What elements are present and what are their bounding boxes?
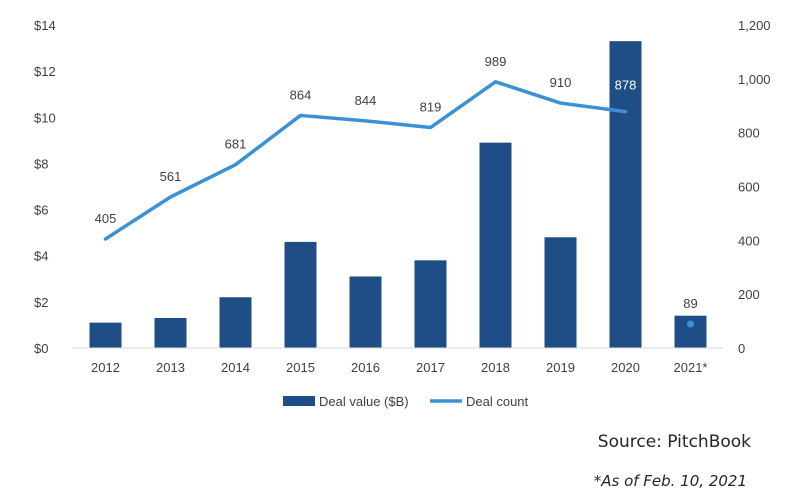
bar-deal-value xyxy=(89,322,122,348)
right-tick-label: 400 xyxy=(738,233,760,248)
right-axis: 0 200 400 600 800 1,000 1,200 xyxy=(738,18,771,356)
deal-count-line: 405 561 681 864 844 819 989 910 878 89 xyxy=(95,54,698,328)
left-tick-label: $10 xyxy=(34,110,56,125)
x-tick-label: 2020 xyxy=(611,360,640,375)
data-label-deal-count: 878 xyxy=(615,78,637,93)
legend: Deal value ($B) Deal count xyxy=(283,394,529,409)
legend-label-deal-value: Deal value ($B) xyxy=(319,394,409,409)
legend-swatch-deal-value xyxy=(283,396,315,406)
data-label-deal-count: 864 xyxy=(290,87,312,102)
line-deal-count xyxy=(103,80,628,241)
bar-deal-value xyxy=(544,237,577,348)
left-tick-label: $2 xyxy=(34,295,48,310)
data-label-deal-count: 844 xyxy=(355,93,377,108)
x-tick-label: 2021* xyxy=(674,360,708,375)
x-tick-label: 2019 xyxy=(546,360,575,375)
left-tick-label: $8 xyxy=(34,156,48,171)
data-label-deal-count: 405 xyxy=(95,211,117,226)
x-tick-label: 2012 xyxy=(91,360,120,375)
right-tick-label: 800 xyxy=(738,126,760,141)
left-axis: $0 $2 $4 $6 $8 $10 $12 $14 xyxy=(34,18,56,356)
data-label-deal-count: 989 xyxy=(485,54,507,69)
bar-deal-value xyxy=(479,142,512,348)
bar-deal-value xyxy=(349,276,382,348)
x-tick-label: 2015 xyxy=(286,360,315,375)
bar-deal-value xyxy=(219,297,252,348)
data-label-deal-count: 910 xyxy=(550,75,572,90)
bar-deal-value xyxy=(284,241,317,348)
bar-deal-value xyxy=(609,41,642,349)
point-deal-count xyxy=(687,320,694,328)
data-label-deal-count: 89 xyxy=(683,296,697,311)
left-tick-label: $14 xyxy=(34,18,56,33)
bar-deal-value xyxy=(414,260,447,348)
x-tick-label: 2017 xyxy=(416,360,445,375)
x-tick-label: 2014 xyxy=(221,360,250,375)
right-tick-label: 600 xyxy=(738,180,760,195)
data-label-deal-count: 561 xyxy=(160,169,182,184)
x-tick-label: 2016 xyxy=(351,360,380,375)
left-tick-label: $12 xyxy=(34,64,56,79)
deal-value-bars xyxy=(89,41,707,349)
footnote: *As of Feb. 10, 2021 xyxy=(593,472,747,490)
left-tick-label: $6 xyxy=(34,203,48,218)
left-tick-label: $4 xyxy=(34,249,48,264)
data-label-deal-count: 819 xyxy=(420,100,442,115)
x-tick-label: 2013 xyxy=(156,360,185,375)
right-tick-label: 1,200 xyxy=(738,18,771,33)
source-note: Source: PitchBook xyxy=(597,432,751,452)
right-tick-label: 0 xyxy=(738,341,745,356)
bar-deal-value xyxy=(154,318,187,348)
right-tick-label: 1,000 xyxy=(738,72,771,87)
x-axis: 2012 2013 2014 2015 2016 2017 2018 2019 2020 2021… xyxy=(91,360,707,375)
x-tick-label: 2018 xyxy=(481,360,510,375)
data-label-deal-count: 681 xyxy=(225,137,247,152)
legend-label-deal-count: Deal count xyxy=(466,394,529,409)
right-tick-label: 200 xyxy=(738,287,760,302)
left-tick-label: $0 xyxy=(34,341,48,356)
